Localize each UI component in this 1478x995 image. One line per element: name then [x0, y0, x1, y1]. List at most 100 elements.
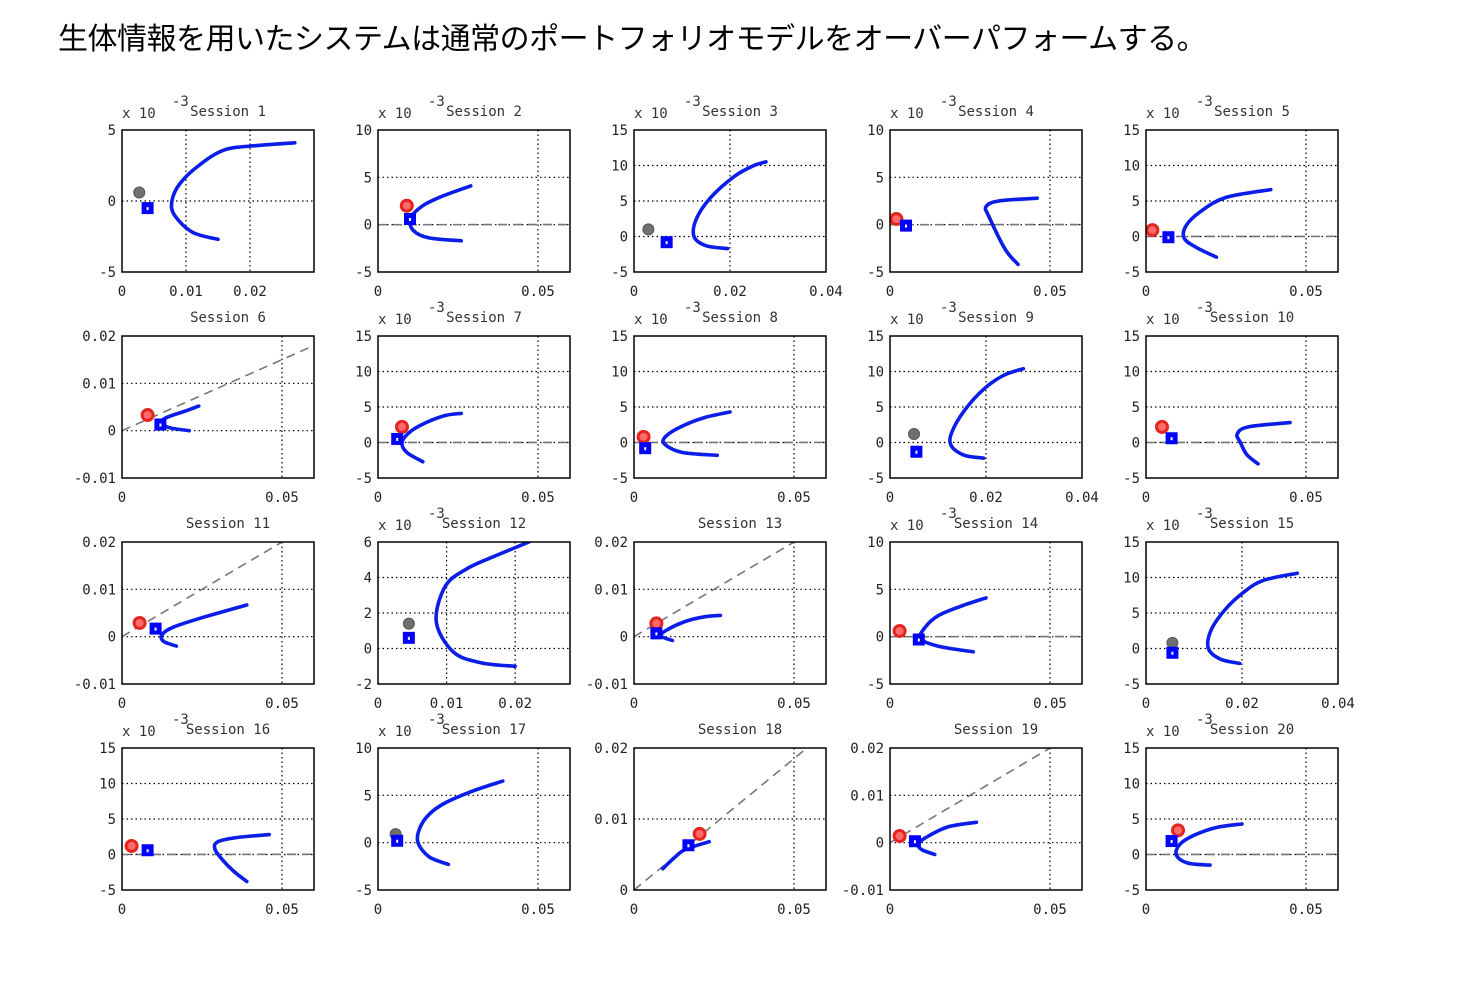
data-layer	[634, 542, 796, 643]
y-tick-label: 0	[364, 836, 372, 852]
data-layer	[133, 141, 297, 242]
frontier-curve	[159, 603, 249, 648]
plot-frame	[121, 541, 315, 685]
plot-frame	[633, 335, 827, 479]
biometric-marker	[124, 838, 139, 853]
y-tick-label: 0	[1132, 436, 1140, 452]
frontier-curve	[918, 596, 988, 654]
plot-area	[890, 130, 1082, 272]
x-tick-label: 0.05	[265, 696, 299, 712]
biometric-marker	[1155, 419, 1169, 434]
x-tick-label: 0	[1142, 490, 1150, 506]
chart-title: Session 1	[190, 104, 266, 120]
data-layer	[1146, 822, 1338, 867]
y-multiplier: x 10	[378, 518, 412, 534]
reference-line	[634, 748, 809, 890]
x-tick-label: 0	[630, 284, 638, 300]
chart-title: Session 2	[446, 104, 522, 120]
data-layer	[1146, 419, 1338, 466]
y-tick-label: 0.01	[82, 376, 116, 392]
frontier-curve	[983, 196, 1039, 267]
y-multiplier: x 10	[890, 518, 924, 534]
x-tick-label: 0	[886, 284, 894, 300]
x-tick-label: 0.05	[521, 902, 555, 918]
session-chart: 0 0.05 0 0.01 0.02 Session 18	[594, 722, 827, 918]
plot-frame	[889, 129, 1083, 273]
plot-area	[890, 748, 1082, 890]
y-tick-label: 0	[364, 218, 372, 234]
y-tick-label: 0.02	[594, 535, 628, 551]
biometric-marker	[636, 429, 651, 444]
y-multiplier-exponent: -3	[940, 506, 957, 522]
x-tick-label: 0	[118, 696, 126, 712]
y-tick-label: 0	[1132, 848, 1140, 864]
x-tick-label: 0.05	[777, 490, 811, 506]
plot-frame	[1145, 129, 1339, 273]
plot-frame	[121, 747, 315, 891]
y-multiplier: x 10	[122, 724, 156, 740]
x-tick-label: 0.01	[169, 284, 203, 300]
y-multiplier: x 10	[378, 724, 412, 740]
y-tick-label: 0.02	[82, 329, 116, 345]
plot-frame	[889, 747, 1083, 891]
biometric-marker	[892, 829, 907, 844]
plot-frame	[377, 541, 571, 685]
chart-title: Session 3	[702, 104, 778, 120]
x-tick-label: 0.05	[1033, 902, 1067, 918]
x-tick-label: 0.05	[521, 490, 555, 506]
chart-title: Session 18	[698, 722, 782, 738]
x-tick-label: 0.02	[969, 490, 1003, 506]
x-tick-label: 0	[374, 696, 382, 712]
conventional-marker	[133, 186, 146, 199]
y-tick-label: 0	[1132, 230, 1140, 246]
chart-title: Session 8	[702, 310, 778, 326]
frontier-curve	[1174, 822, 1244, 867]
plot-frame	[633, 129, 827, 273]
frontier-curve	[661, 410, 732, 458]
y-tick-label: -5	[1123, 471, 1140, 487]
y-tick-label: 10	[1123, 777, 1140, 793]
y-tick-label: 4	[364, 571, 372, 587]
x-tick-label: 0	[118, 490, 126, 506]
plot-frame	[889, 335, 1083, 479]
y-multiplier: x 10	[378, 106, 412, 122]
x-tick-label: 0.05	[777, 902, 811, 918]
x-tick-label: 0	[374, 902, 382, 918]
y-tick-label: -0.01	[74, 677, 116, 693]
frontier-curve	[1181, 187, 1273, 259]
x-tick-label: 0	[630, 696, 638, 712]
y-tick-label: 0.01	[82, 582, 116, 598]
plot-area	[122, 336, 314, 478]
y-multiplier: x 10	[634, 106, 668, 122]
y-tick-label: 0.02	[850, 741, 884, 757]
frontier-curve	[212, 832, 271, 884]
plot-frame	[121, 129, 315, 273]
biometric-marker	[140, 408, 155, 423]
y-tick-label: 0.01	[594, 812, 628, 828]
plot-area	[634, 542, 826, 684]
y-tick-label: 0.01	[594, 582, 628, 598]
data-layer	[378, 411, 570, 464]
frontier-curve	[948, 366, 1026, 460]
y-multiplier: x 10	[890, 312, 924, 328]
data-layer	[122, 832, 314, 884]
y-tick-label: 15	[355, 329, 372, 345]
chart-title: Session 7	[446, 310, 522, 326]
y-multiplier-exponent: -3	[684, 94, 701, 110]
x-tick-label: 0	[118, 902, 126, 918]
y-tick-label: 15	[611, 123, 628, 139]
y-multiplier-exponent: -3	[172, 94, 189, 110]
chart-title: Session 20	[1210, 722, 1294, 738]
reference-line	[890, 748, 1052, 844]
y-tick-label: -0.01	[74, 471, 116, 487]
x-tick-label: 0.04	[809, 284, 843, 300]
y-tick-label: 10	[867, 365, 884, 381]
reference-line	[634, 542, 796, 638]
y-multiplier: x 10	[1146, 724, 1180, 740]
y-tick-label: 0.01	[850, 788, 884, 804]
